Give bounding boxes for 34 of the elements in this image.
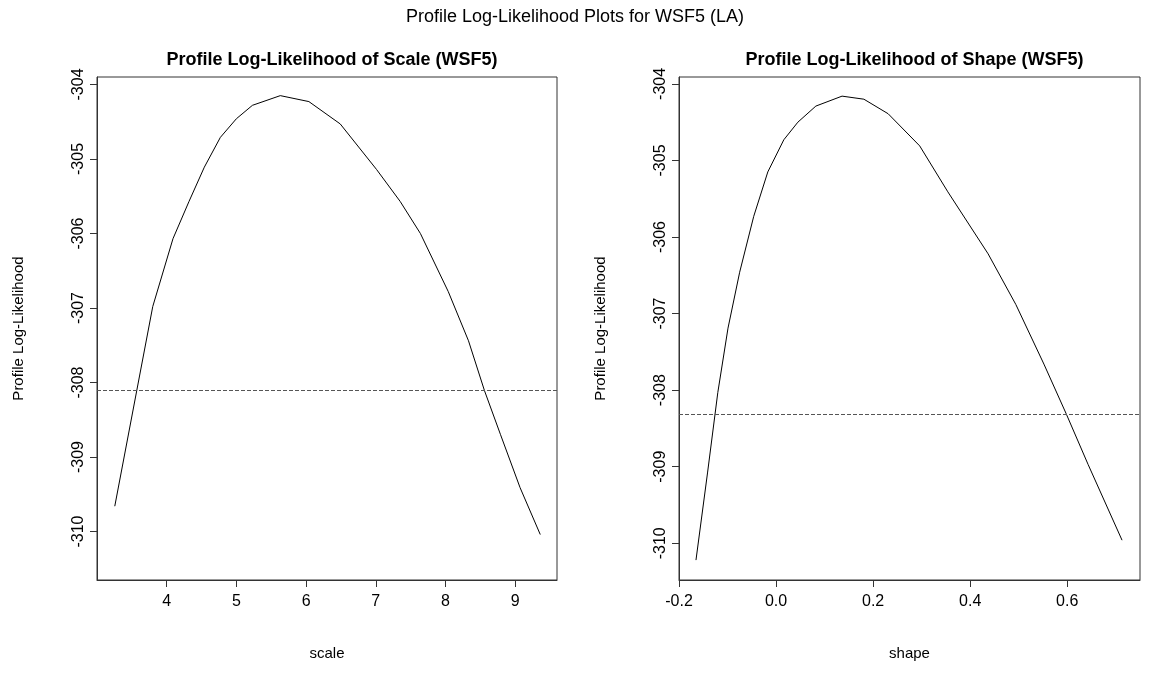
y-tick-label: -305 bbox=[68, 142, 86, 175]
x-tick-label: 0.4 bbox=[959, 591, 982, 609]
y-tick-label: -306 bbox=[68, 217, 86, 250]
x-tick-label: 8 bbox=[441, 591, 451, 609]
y-tick-label: -304 bbox=[650, 67, 668, 100]
y-tick-label: -310 bbox=[650, 527, 668, 560]
x-axis-title: shape bbox=[889, 644, 930, 661]
x-tick-label: 0.6 bbox=[1056, 591, 1079, 609]
line-series bbox=[695, 95, 1123, 561]
y-tick-label: -306 bbox=[650, 220, 668, 254]
x-tick-label: 0.0 bbox=[764, 591, 788, 609]
text: Profile Log-Likelihood Plots for WSF5 (LA) bbox=[404, 6, 746, 27]
line-series bbox=[114, 95, 541, 536]
y-tick-label: -308 bbox=[650, 374, 668, 407]
x-tick-label: 5 bbox=[231, 591, 241, 609]
y-tick-label: -310 bbox=[68, 515, 86, 548]
x-tick-label: -0.2 bbox=[665, 591, 693, 609]
x-tick-label: 4 bbox=[162, 591, 172, 609]
y-axis-title: Profile Log-Likelihood bbox=[591, 256, 608, 401]
x-tick-label: 0.2 bbox=[861, 591, 885, 609]
x-tick-label: 6 bbox=[301, 591, 311, 609]
y-axis-title: Profile Log-Likelihood bbox=[9, 256, 26, 401]
y-tick-label: -309 bbox=[68, 440, 86, 474]
chart-title: Profile Log-Likelihood of Shape (WSF5) bbox=[745, 49, 1084, 69]
y-tick-label: -304 bbox=[68, 68, 86, 101]
chart-title: Profile Log-Likelihood of Scale (WSF5) bbox=[166, 49, 498, 69]
y-tick-label: -307 bbox=[68, 291, 86, 325]
x-tick-label: 7 bbox=[371, 591, 381, 609]
y-tick-label: -305 bbox=[650, 144, 668, 177]
x-axis-title: scale bbox=[309, 644, 345, 661]
x-tick-label: 9 bbox=[510, 591, 520, 609]
y-tick-label: -309 bbox=[650, 450, 668, 483]
y-tick-label: -308 bbox=[68, 366, 86, 399]
y-tick-label: -307 bbox=[650, 297, 668, 330]
